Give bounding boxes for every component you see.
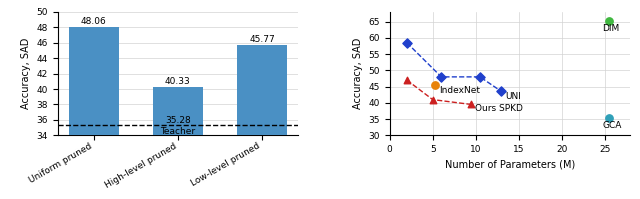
Text: Ours SPKD: Ours SPKD [475, 103, 523, 112]
Text: 35.28: 35.28 [165, 116, 191, 125]
Bar [68, 27, 119, 199]
Bar [237, 45, 287, 199]
Point [402, 41, 412, 44]
Point [436, 75, 447, 78]
Point [430, 83, 440, 87]
Point [604, 19, 614, 22]
Text: IndexNet: IndexNet [439, 86, 480, 95]
Point [428, 98, 438, 101]
Y-axis label: Accuracy, SAD: Accuracy, SAD [353, 38, 363, 109]
Text: Teacher: Teacher [161, 127, 195, 136]
Y-axis label: Accuracy, SAD: Accuracy, SAD [21, 38, 31, 109]
Text: 48.06: 48.06 [81, 17, 107, 26]
Text: UNI: UNI [505, 93, 521, 101]
Bar [153, 87, 203, 199]
Text: 40.33: 40.33 [165, 77, 191, 86]
Point [402, 79, 412, 82]
Text: DIM: DIM [602, 24, 620, 33]
Point [497, 90, 507, 93]
Text: GCA: GCA [602, 121, 621, 130]
Point [467, 103, 477, 106]
X-axis label: Number of Parameters (M): Number of Parameters (M) [445, 160, 575, 170]
Point [475, 75, 485, 78]
Text: 45.77: 45.77 [249, 35, 275, 44]
Point [604, 117, 614, 120]
